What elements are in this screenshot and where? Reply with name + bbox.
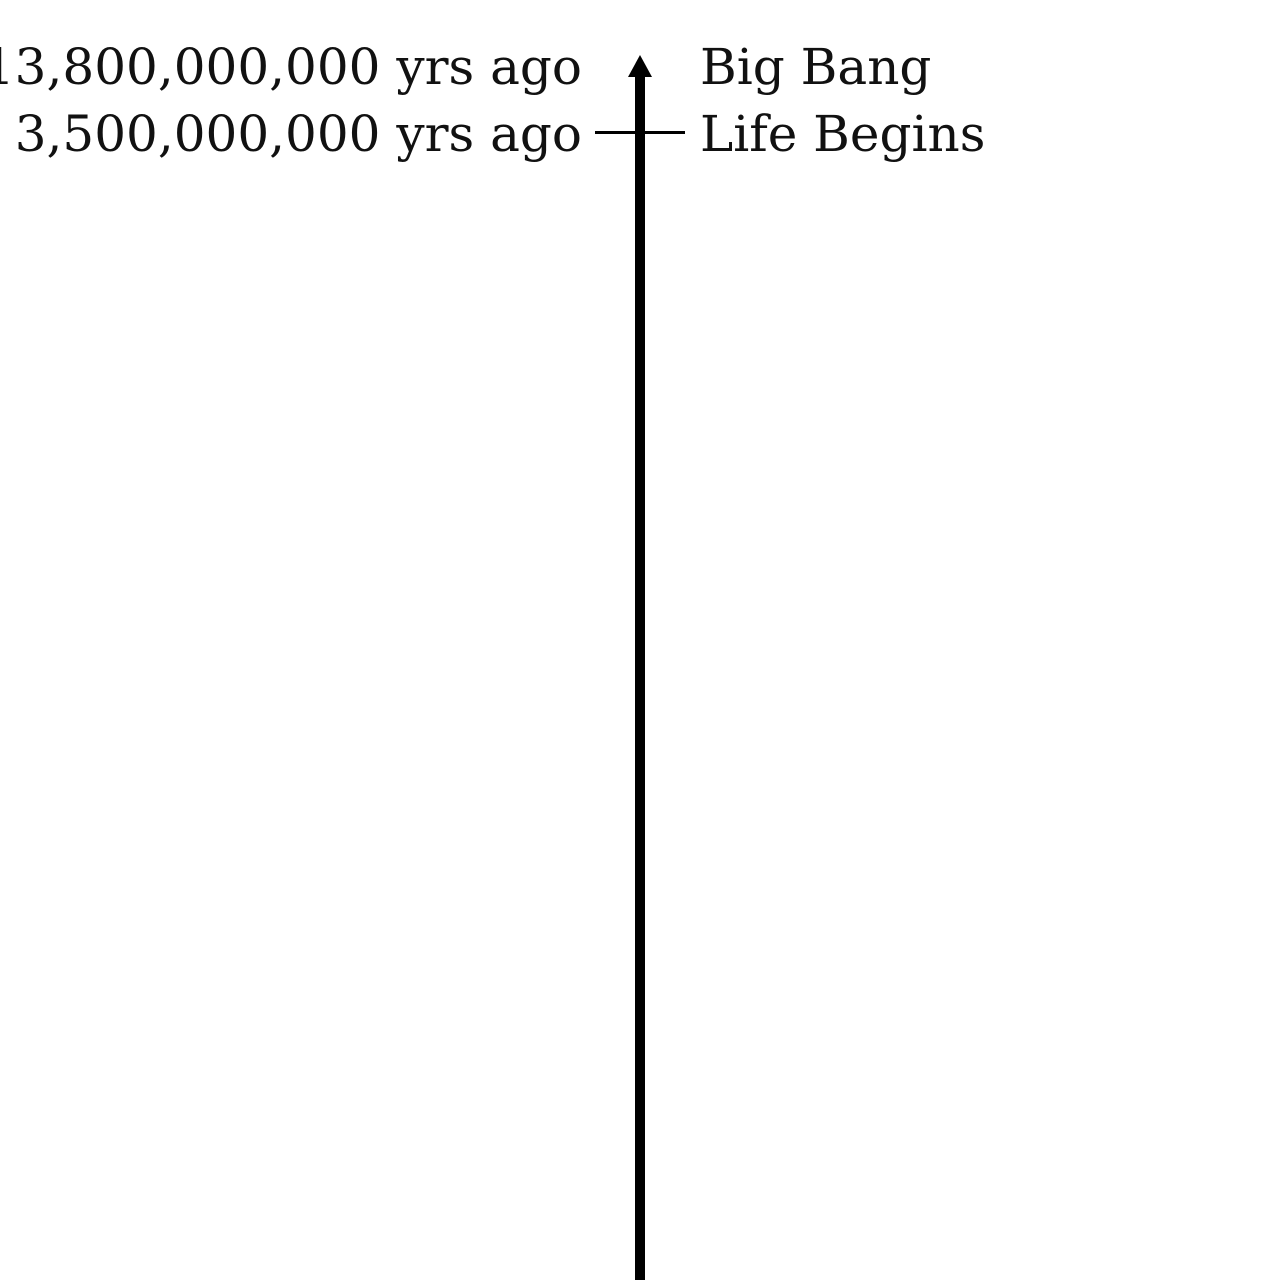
life-begins-tick: [595, 131, 685, 134]
big-bang-event-label: Big Bang: [700, 38, 932, 96]
life-begins-time-label: 3,500,000,000 yrs ago: [14, 105, 582, 163]
up-arrow-icon: [628, 55, 652, 77]
timeline-axis-line: [635, 74, 645, 1280]
big-bang-time-label: 13,800,000,000 yrs ago: [0, 38, 582, 96]
life-begins-event-label: Life Begins: [700, 105, 986, 163]
